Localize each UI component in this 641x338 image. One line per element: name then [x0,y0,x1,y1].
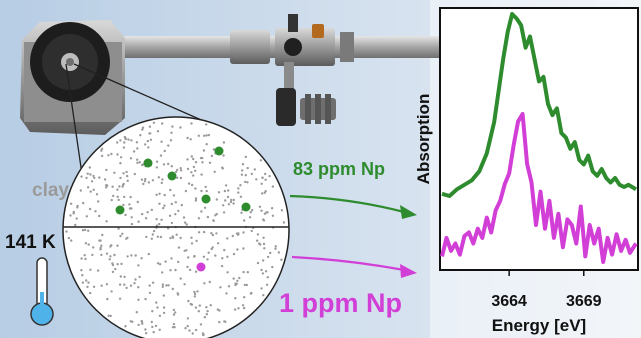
xanes-chart: 3664 3669 Absorption Energy [eV] [414,7,639,335]
low-concentration-label: 1 ppm Np [279,288,402,318]
x-tick-label: 3669 [566,293,602,310]
green-arrow [289,194,417,219]
clay-label: clay [32,180,69,201]
y-axis-label: Absorption [414,94,433,185]
high-concentration-label: 83 ppm Np [293,159,385,179]
np-particle-magenta [196,262,206,272]
zoom-line-right [73,63,216,127]
np-particles-green [115,146,251,215]
magenta-arrow [291,255,417,278]
series-line-1ppm [440,112,638,264]
x-axis-label: Energy [eV] [492,316,586,335]
thermometer-icon [30,257,54,326]
chart-plot-area [439,7,639,271]
temperature-label: 141 K [5,232,56,253]
zoom-line-left [65,63,85,189]
sample-circle [62,116,290,338]
x-tick-label: 3664 [491,293,527,310]
series-line-83ppm [441,12,638,198]
